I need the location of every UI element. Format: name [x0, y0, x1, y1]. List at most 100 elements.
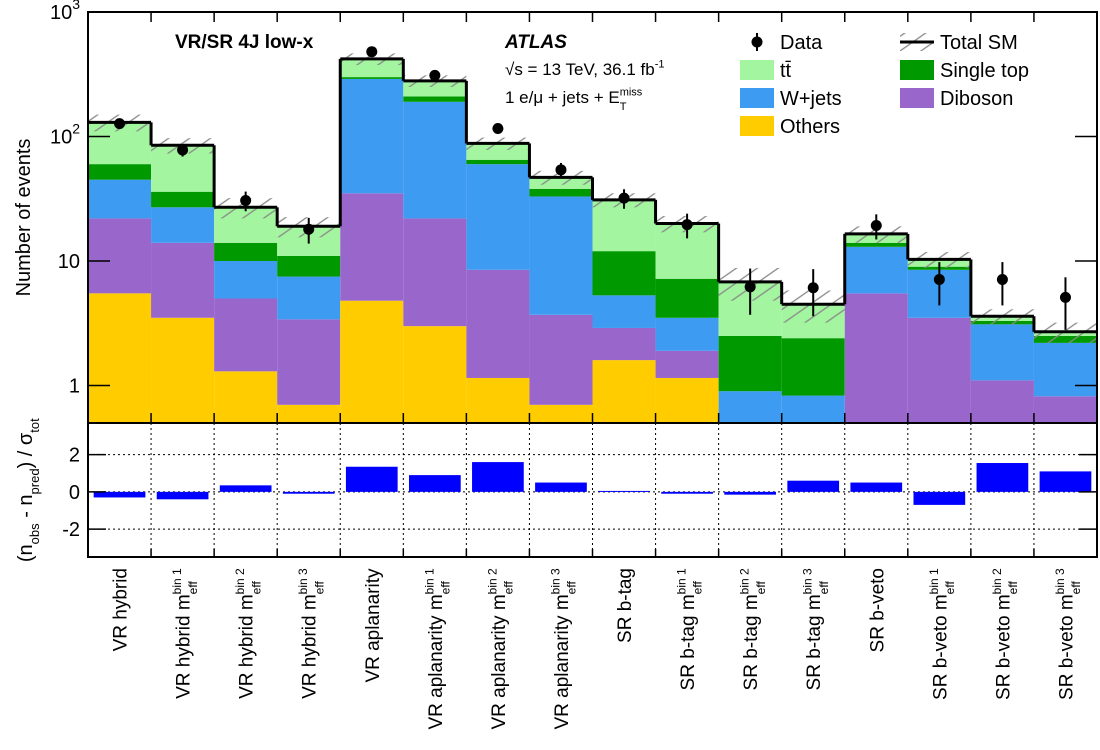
subscript: eff [943, 581, 957, 595]
data-point [1059, 291, 1071, 303]
superscript: bin 3 [1053, 568, 1067, 594]
subscript: eff [1006, 581, 1020, 595]
stack-segment [592, 295, 656, 328]
x-tick-label: VR hybrid mbin 2 eff [233, 568, 263, 699]
y-axis-title: (nobs - npred) / σtot [15, 418, 42, 562]
subscript: eff [249, 581, 263, 595]
x-tick-label-group: VR hybrid mbin 3 eff [296, 568, 326, 699]
stack-segment [340, 300, 404, 423]
annotation: VR/SR 4J low-x [175, 32, 314, 53]
tick-label-exponent: 2 [72, 121, 80, 137]
stack-segment [718, 391, 782, 423]
bar [850, 482, 903, 492]
x-tick-label-group: VR aplanarity mbin 2 eff [485, 568, 515, 730]
stack-segment [592, 360, 656, 423]
superscript: bin 1 [927, 568, 941, 594]
legend-marker [900, 88, 934, 108]
data-point [366, 46, 378, 58]
subscript: eff [1069, 581, 1083, 595]
text-part: (n [15, 544, 37, 562]
data-point [114, 118, 126, 130]
legend-label: Others [780, 116, 840, 138]
stack-segment [844, 293, 908, 423]
y-tick-label: 103 [50, 0, 80, 24]
stack-segment [88, 164, 152, 180]
annotation: ATLAS [504, 32, 567, 53]
y-tick-label: -2 [62, 519, 80, 541]
text-part: SR b-tag [615, 568, 636, 643]
stack-segment [907, 317, 971, 423]
x-tick-label-group: VR hybrid mbin 1 eff [170, 568, 200, 699]
x-tick-label: VR hybrid mbin 3 eff [296, 568, 326, 699]
stack-segment [655, 317, 719, 351]
x-tick-label-group: VR aplanarity mbin 1 eff [422, 568, 452, 730]
text-part: ATLAS [504, 32, 567, 53]
text-part: √s = 13 TeV, 36.1 fb [505, 60, 655, 79]
data-point [996, 274, 1008, 286]
data-point [240, 195, 252, 207]
stack-segment [655, 350, 719, 378]
legend-label: Diboson [940, 88, 1013, 110]
stack-segment [466, 164, 530, 270]
x-tick-label: SR b-tag mbin 3 eff [801, 568, 831, 690]
stack-segment [655, 377, 719, 423]
data-point [618, 192, 630, 204]
bar [787, 480, 840, 492]
x-tick-label: VR aplanarity mbin 3 eff [548, 568, 578, 730]
text-part: VR hybrid m [237, 594, 258, 699]
stack-segment [970, 324, 1034, 381]
stack-segment [403, 326, 467, 423]
x-tick-label-group: SR b-veto mbin 1 eff [927, 568, 957, 700]
bar [472, 462, 524, 492]
stack-segment [88, 218, 152, 294]
x-tick-label: SR b-veto [867, 568, 888, 652]
stack-segment [340, 78, 404, 194]
text-part: SR b-tag m [678, 594, 699, 690]
stack-segment [529, 196, 593, 315]
tick-label-exponent: 3 [72, 0, 80, 12]
stack-segment [151, 207, 215, 243]
stack-segment [1033, 396, 1097, 423]
x-tick-label-group: VR hybrid mbin 2 eff [233, 568, 263, 699]
superscript: miss [620, 86, 643, 98]
superscript: bin 3 [548, 568, 562, 594]
x-tick-label: VR aplanarity mbin 2 eff [485, 568, 515, 730]
x-tick-label: VR hybrid mbin 1 eff [170, 568, 200, 699]
legend-marker [740, 116, 774, 136]
x-tick-label-group: SR b-tag mbin 2 eff [738, 568, 768, 690]
bar [976, 463, 1029, 492]
bar [282, 491, 335, 494]
legend-marker [740, 60, 774, 80]
subscript: eff [565, 581, 579, 595]
legend-marker [900, 60, 934, 80]
stack-segment [529, 188, 593, 197]
bar [345, 466, 398, 492]
legend-label: tt̄ [780, 60, 792, 82]
subscript: tot [27, 418, 42, 433]
x-tick-label-group: VR aplanarity mbin 3 eff [548, 568, 578, 730]
stack-segment [151, 191, 215, 208]
stack-segment [214, 242, 278, 262]
superscript: bin 1 [170, 568, 184, 594]
stack-segment [592, 327, 656, 361]
subscript: obs [27, 523, 42, 544]
x-tick-label: VR aplanarity [363, 568, 384, 683]
subscript: T [620, 101, 627, 113]
y-tick-label: 2 [69, 445, 80, 467]
x-tick-label-group: SR b-tag mbin 1 eff [675, 568, 705, 690]
legend-marker [740, 88, 774, 108]
stack-segment [340, 193, 404, 301]
x-tick-label: SR b-tag mbin 2 eff [738, 568, 768, 690]
stack-segment [151, 242, 215, 318]
subscript: eff [817, 581, 831, 595]
subscript: eff [438, 581, 452, 595]
data-point [744, 281, 756, 293]
x-tick-label: VR aplanarity mbin 1 eff [422, 568, 452, 730]
data-point [870, 219, 882, 231]
bar [535, 482, 587, 492]
superscript: bin 1 [675, 568, 689, 594]
superscript: bin 2 [233, 568, 247, 594]
x-tick-label-group: SR b-tag [615, 568, 636, 643]
data-point [303, 223, 315, 235]
